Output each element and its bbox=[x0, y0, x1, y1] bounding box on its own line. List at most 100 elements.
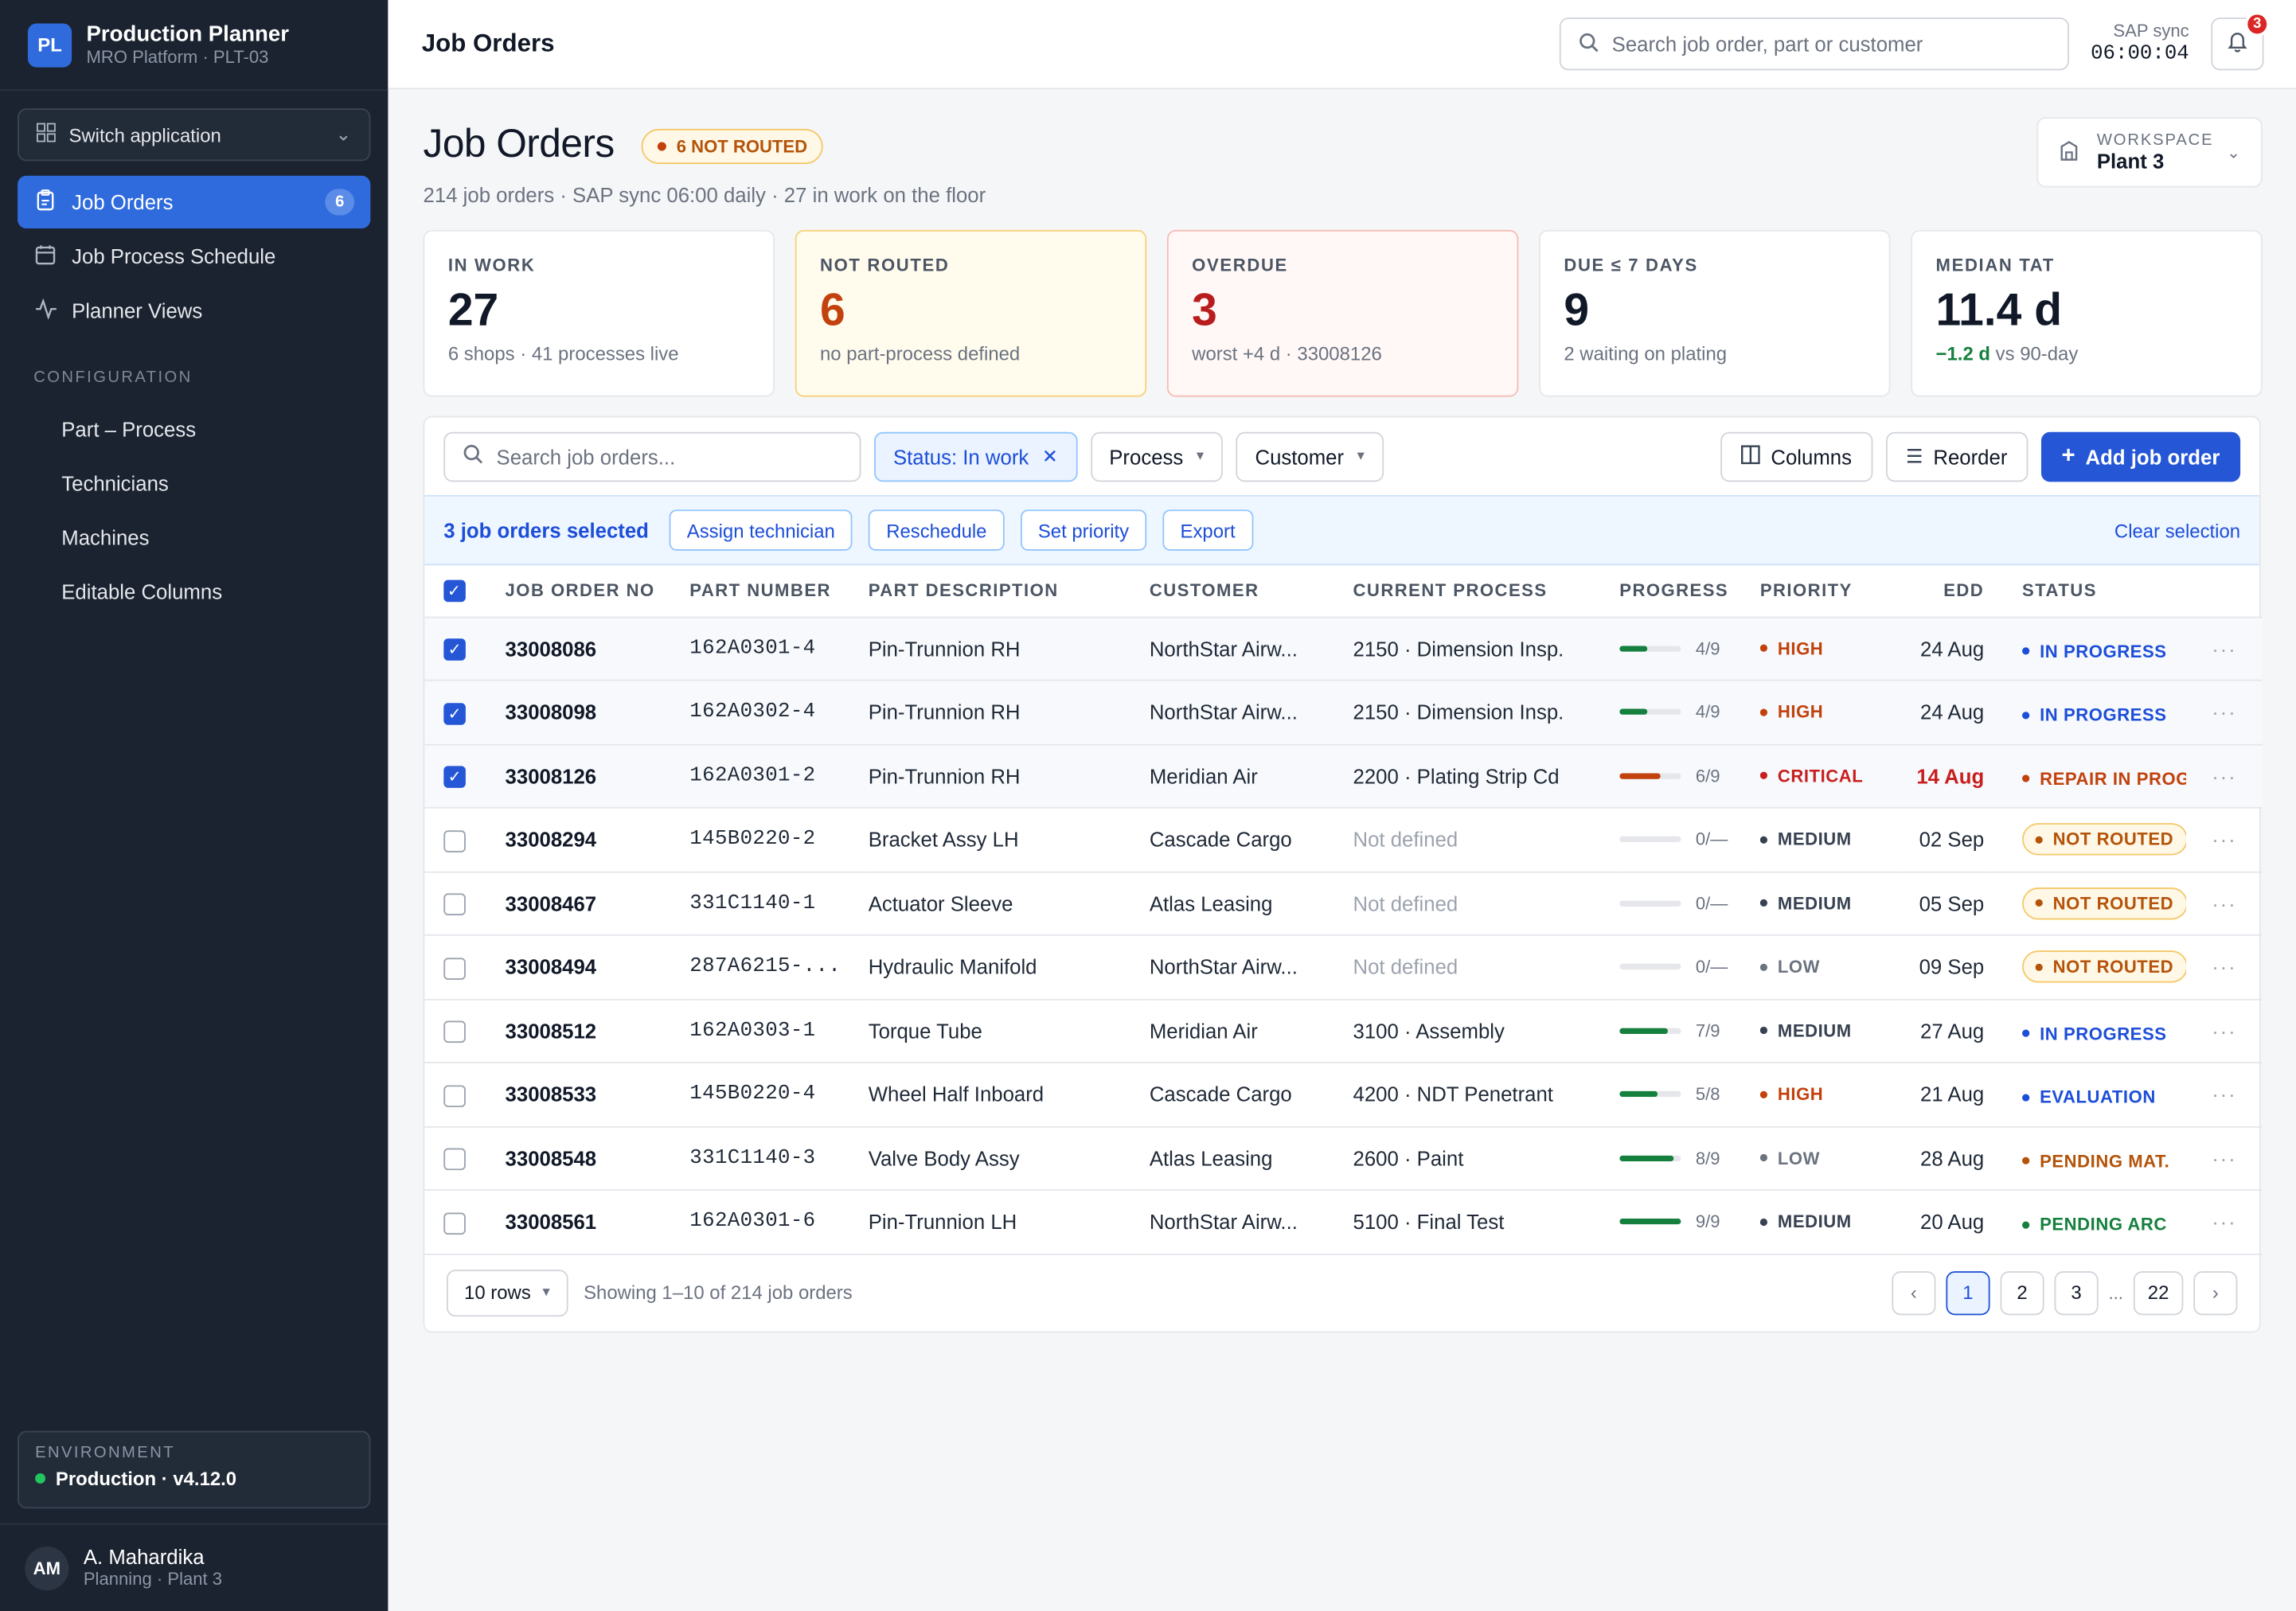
job-order-number[interactable]: 33008512 bbox=[505, 998, 690, 1063]
brand[interactable]: PL Production Planner MRO Platform · PLT… bbox=[0, 0, 389, 92]
column-header[interactable]: STATUS bbox=[1984, 565, 2187, 618]
column-header[interactable]: PART DESCRIPTION bbox=[868, 565, 1150, 618]
column-header[interactable]: CURRENT PROCESS bbox=[1353, 565, 1620, 618]
job-order-number[interactable]: 33008086 bbox=[505, 616, 690, 681]
config-item-machines[interactable]: Machines bbox=[61, 525, 150, 549]
more-actions-icon[interactable]: ··· bbox=[2186, 934, 2263, 1000]
assign-technician-button[interactable]: Assign technician bbox=[669, 509, 853, 551]
job-order-number[interactable]: 33008126 bbox=[505, 743, 690, 809]
status-dot bbox=[2035, 963, 2043, 971]
more-actions-icon[interactable]: ··· bbox=[2186, 743, 2263, 809]
kpi-card[interactable]: DUE ≤ 7 DAYS 9 2 waiting on plating bbox=[1539, 229, 1891, 397]
job-order-number[interactable]: 33008294 bbox=[505, 807, 690, 872]
status-badge: PENDING MAT. bbox=[2022, 1150, 2169, 1171]
row-checkbox[interactable] bbox=[443, 1084, 466, 1107]
job-order-number[interactable]: 33008467 bbox=[505, 871, 690, 936]
progress-bar bbox=[1619, 709, 1681, 716]
sidebar-item-job-process-schedule[interactable]: Job Process Schedule bbox=[18, 230, 370, 283]
user-profile[interactable]: AM A. Mahardika Planning · Plant 3 bbox=[0, 1523, 389, 1611]
more-actions-icon[interactable]: ··· bbox=[2186, 616, 2263, 681]
page-button-last[interactable]: 22 bbox=[2133, 1270, 2184, 1315]
kpi-card[interactable]: NOT ROUTED 6 no part-process defined bbox=[795, 229, 1147, 397]
priority-text: HIGH bbox=[1777, 638, 1824, 659]
job-order-number[interactable]: 33008561 bbox=[505, 1190, 690, 1254]
process-filter-dropdown[interactable]: Process ▾ bbox=[1090, 431, 1224, 482]
progress-bar bbox=[1619, 1091, 1681, 1098]
column-header[interactable]: PROGRESS bbox=[1619, 565, 1760, 618]
table-row[interactable]: ✓ 33008086 162A0301-4 Pin-Trunnion RH NorthS… bbox=[424, 616, 2263, 681]
config-item-technicians[interactable]: Technicians bbox=[61, 470, 169, 494]
edd-date: 27 Aug bbox=[1897, 998, 1985, 1063]
job-order-number[interactable]: 33008494 bbox=[505, 934, 690, 1000]
page-button-2[interactable]: 2 bbox=[2000, 1270, 2044, 1315]
job-order-number[interactable]: 33008548 bbox=[505, 1125, 690, 1191]
set-priority-button[interactable]: Set priority bbox=[1020, 509, 1147, 551]
page-button-3[interactable]: 3 bbox=[2054, 1270, 2099, 1315]
part-number: 331C1140-1 bbox=[689, 871, 869, 936]
kpi-card[interactable]: IN WORK 27 6 shops · 41 processes live bbox=[423, 229, 775, 397]
clear-selection-link[interactable]: Clear selection bbox=[2114, 519, 2241, 541]
row-checkbox[interactable] bbox=[443, 1211, 466, 1235]
select-all-checkbox[interactable]: ✓ bbox=[443, 579, 466, 603]
close-icon[interactable]: ✕ bbox=[1041, 444, 1058, 467]
row-checkbox[interactable]: ✓ bbox=[443, 766, 466, 789]
next-page-button[interactable]: › bbox=[2193, 1270, 2238, 1315]
job-order-number[interactable]: 33008098 bbox=[505, 680, 690, 745]
switch-application-dropdown[interactable]: Switch application ⌄ bbox=[18, 108, 371, 162]
column-header[interactable]: PRIORITY bbox=[1759, 565, 1898, 618]
workspace-selector[interactable]: WORKSPACE Plant 3 ⌄ bbox=[2036, 117, 2263, 188]
row-checkbox[interactable]: ✓ bbox=[443, 638, 466, 661]
sidebar-item-job-orders[interactable]: Job Orders 6 bbox=[18, 175, 371, 229]
row-checkbox[interactable] bbox=[443, 957, 466, 980]
columns-button[interactable]: Columns bbox=[1720, 431, 1872, 482]
row-checkbox[interactable]: ✓ bbox=[443, 702, 466, 725]
previous-page-button[interactable]: ‹ bbox=[1892, 1270, 1936, 1315]
status-filter-chip[interactable]: Status: In work ✕ bbox=[874, 431, 1077, 482]
table-row[interactable]: 33008467 331C1140-1 Actuator Sleeve Atlas L… bbox=[424, 871, 2263, 936]
add-job-order-button[interactable]: + Add job order bbox=[2040, 431, 2241, 482]
table-row[interactable]: ✓ 33008098 162A0302-4 Pin-Trunnion RH NorthS… bbox=[424, 680, 2263, 745]
global-search-input[interactable]: Search job order, part or customer bbox=[1559, 18, 2069, 71]
more-actions-icon[interactable]: ··· bbox=[2186, 680, 2263, 745]
more-actions-icon[interactable]: ··· bbox=[2186, 1062, 2263, 1127]
reorder-button[interactable]: ☰ Reorder bbox=[1885, 431, 2029, 482]
more-actions-icon[interactable]: ··· bbox=[2186, 1190, 2263, 1254]
row-checkbox[interactable] bbox=[443, 893, 466, 916]
more-actions-icon[interactable]: ··· bbox=[2186, 998, 2263, 1063]
kpi-card[interactable]: MEDIAN TAT 11.4 d −1.2 d vs 90-day bbox=[1911, 229, 2263, 397]
priority-text: MEDIUM bbox=[1777, 892, 1852, 914]
priority-label: MEDIUM bbox=[1759, 1020, 1898, 1041]
config-item-part-process[interactable]: Part – Process bbox=[61, 416, 197, 440]
job-orders-search-input[interactable]: Search job orders... bbox=[443, 431, 861, 482]
more-actions-icon[interactable]: ··· bbox=[2186, 1125, 2263, 1191]
row-checkbox[interactable] bbox=[443, 1020, 466, 1043]
config-item-editable-columns[interactable]: Editable Columns bbox=[61, 579, 223, 603]
column-header[interactable]: PART NUMBER bbox=[689, 565, 869, 618]
customer-filter-dropdown[interactable]: Customer ▾ bbox=[1236, 431, 1384, 482]
notifications-button[interactable]: 3 bbox=[2211, 11, 2270, 71]
table-row[interactable]: 33008494 287A6215-... Hydraulic Manifold No… bbox=[424, 934, 2263, 1000]
page-button-1[interactable]: 1 bbox=[1946, 1270, 1990, 1315]
table-row[interactable]: 33008533 145B0220-4 Wheel Half Inboard Casc… bbox=[424, 1062, 2263, 1127]
table-row[interactable]: 33008512 162A0303-1 Torque Tube Meridian Ai… bbox=[424, 998, 2263, 1063]
kpi-card[interactable]: OVERDUE 3 worst +4 d · 33008126 bbox=[1166, 229, 1519, 397]
column-header[interactable]: JOB ORDER NO bbox=[505, 565, 690, 618]
reschedule-button[interactable]: Reschedule bbox=[869, 509, 1005, 551]
table-row[interactable]: 33008561 162A0301-6 Pin-Trunnion LH NorthSt… bbox=[424, 1190, 2263, 1254]
more-actions-icon[interactable]: ··· bbox=[2186, 807, 2263, 872]
not-routed-badge[interactable]: 6 NOT ROUTED bbox=[641, 128, 824, 165]
table-row[interactable]: 33008548 331C1140-3 Valve Body Assy Atlas L… bbox=[424, 1125, 2263, 1191]
row-checkbox[interactable] bbox=[443, 1148, 466, 1171]
progress-bar-fill bbox=[1619, 709, 1647, 716]
table-row[interactable]: ✓ 33008126 162A0301-2 Pin-Trunnion RH Meridi… bbox=[424, 743, 2263, 809]
sidebar-item-planner-views[interactable]: Planner Views bbox=[18, 284, 370, 337]
job-order-number[interactable]: 33008533 bbox=[505, 1062, 690, 1127]
column-header[interactable]: CUSTOMER bbox=[1149, 565, 1353, 618]
column-header[interactable]: EDD bbox=[1897, 565, 1985, 618]
table-row[interactable]: 33008294 145B0220-2 Bracket Assy LH Cascade… bbox=[424, 807, 2263, 872]
more-actions-icon[interactable]: ··· bbox=[2186, 871, 2263, 936]
progress-bar bbox=[1619, 1219, 1681, 1225]
export-button[interactable]: Export bbox=[1162, 509, 1253, 551]
row-checkbox[interactable] bbox=[443, 829, 466, 852]
rows-per-page-dropdown[interactable]: 10 rows ▾ bbox=[446, 1269, 568, 1316]
